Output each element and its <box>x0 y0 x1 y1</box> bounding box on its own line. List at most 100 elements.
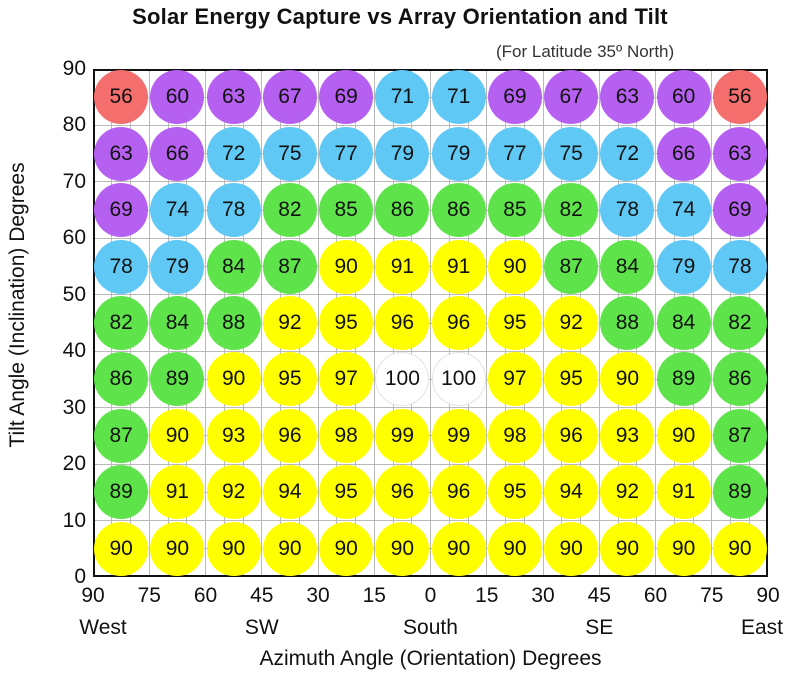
chart-title: Solar Energy Capture vs Array Orientatio… <box>132 4 668 29</box>
heatmap-cell: 84 <box>206 239 261 294</box>
heatmap-cell: 77 <box>319 126 374 181</box>
x-direction-label: East <box>740 616 784 639</box>
heatmap-cell: 95 <box>319 296 374 350</box>
heatmap-cell: 82 <box>262 183 317 238</box>
heatmap-cell: 90 <box>544 521 599 576</box>
heatmap-cell: 69 <box>94 183 149 238</box>
heatmap-cell: 90 <box>319 239 374 294</box>
grid-line-horizontal <box>95 350 766 352</box>
y-tick-label: 0 <box>74 565 86 588</box>
heatmap-cell: 85 <box>319 183 374 238</box>
heatmap-cell: 79 <box>656 239 711 294</box>
y-tick-label: 50 <box>62 282 86 306</box>
y-tick-label: 10 <box>62 508 86 532</box>
heatmap-cell: 90 <box>150 408 205 463</box>
heatmap-cell: 79 <box>431 126 486 181</box>
heatmap-cell: 90 <box>487 521 542 576</box>
heatmap-cell: 91 <box>431 239 486 294</box>
heatmap-cell: 96 <box>544 408 599 463</box>
heatmap-cell: 92 <box>262 296 317 350</box>
heatmap-cell: 89 <box>150 352 205 407</box>
heatmap-cell: 69 <box>712 183 767 238</box>
y-axis-label: Tilt Angle (Inclination) Degrees <box>6 162 29 448</box>
x-direction-label: SE <box>585 616 614 639</box>
heatmap-cell: 72 <box>206 126 261 181</box>
x-tick-label: 45 <box>250 584 274 607</box>
heatmap-cell: 94 <box>544 465 599 520</box>
heatmap-cell: 90 <box>600 521 655 576</box>
heatmap-cell: 96 <box>375 465 430 520</box>
heatmap-cell: 79 <box>375 126 430 181</box>
heatmap-cell: 88 <box>206 296 261 350</box>
plot-area: 56 60 63 67 69 71 71 69 67 63 60 56 63 66 72 75 77 79 79 77… <box>93 69 768 577</box>
grid-line-horizontal <box>95 294 766 296</box>
heatmap-cell: 60 <box>656 70 711 125</box>
heatmap-cell: 74 <box>150 183 205 238</box>
grid-line-horizontal <box>95 378 766 380</box>
y-tick-label: 90 <box>62 57 86 80</box>
x-tick-label: 60 <box>193 584 218 607</box>
heatmap-cell: 90 <box>431 521 486 576</box>
heatmap-cell: 96 <box>431 296 486 350</box>
heatmap-cell: 89 <box>712 465 767 520</box>
heatmap-cell: 60 <box>150 70 205 125</box>
heatmap-cell: 100 <box>431 352 486 407</box>
heatmap-cell: 84 <box>600 239 655 294</box>
heatmap-cell: 90 <box>656 408 711 463</box>
x-direction-label: West <box>79 616 127 639</box>
heatmap-cell: 90 <box>206 352 261 407</box>
x-tick-label: 60 <box>643 584 668 607</box>
y-tick-label: 30 <box>62 395 86 419</box>
grid-line-horizontal <box>95 491 766 493</box>
heatmap-cell: 66 <box>150 126 205 181</box>
x-axis-label: Azimuth Angle (Orientation) Degrees <box>259 647 602 670</box>
heatmap-cell: 63 <box>206 70 261 125</box>
heatmap-cell: 85 <box>487 183 542 238</box>
heatmap-cell: 79 <box>150 239 205 294</box>
heatmap-cell: 93 <box>600 408 655 463</box>
grid-line-horizontal <box>95 237 766 239</box>
heatmap-cell: 93 <box>206 408 261 463</box>
heatmap-cell: 99 <box>431 408 486 463</box>
x-direction-label: South <box>403 616 458 639</box>
heatmap-cell: 95 <box>262 352 317 407</box>
heatmap-cell: 87 <box>544 239 599 294</box>
heatmap-cell: 91 <box>150 465 205 520</box>
grid-line-horizontal <box>95 548 766 550</box>
heatmap-cell: 78 <box>206 183 261 238</box>
heatmap-cell: 63 <box>94 126 149 181</box>
y-tick-label: 40 <box>62 339 86 363</box>
heatmap-cell: 86 <box>94 352 149 407</box>
heatmap-cell: 91 <box>656 465 711 520</box>
heatmap-cell: 77 <box>487 126 542 181</box>
x-tick-label: 15 <box>475 584 499 607</box>
heatmap-cell: 90 <box>206 521 261 576</box>
y-tick-label: 60 <box>62 226 86 250</box>
heatmap-cell: 86 <box>431 183 486 238</box>
grid-line-horizontal <box>95 96 766 98</box>
heatmap-cell: 90 <box>94 521 149 576</box>
heatmap-cell: 95 <box>319 465 374 520</box>
heatmap-cell: 78 <box>712 239 767 294</box>
x-tick-label: 75 <box>137 584 161 607</box>
heatmap-cell: 92 <box>600 465 655 520</box>
heatmap-cell: 72 <box>600 126 655 181</box>
grid-line-horizontal <box>95 209 766 211</box>
heatmap-cell: 78 <box>600 183 655 238</box>
grid-line-horizontal <box>95 407 766 409</box>
heatmap-cell: 63 <box>600 70 655 125</box>
heatmap-cell: 86 <box>712 352 767 407</box>
heatmap-cell: 84 <box>150 296 205 350</box>
heatmap-cell: 56 <box>712 70 767 125</box>
x-tick-label: 90 <box>81 584 105 607</box>
x-tick-label: 30 <box>531 584 555 607</box>
heatmap-cell: 74 <box>656 183 711 238</box>
heatmap-cell: 63 <box>712 126 767 181</box>
heatmap-cell: 96 <box>375 296 430 350</box>
heatmap-cell: 71 <box>431 70 486 125</box>
heatmap-cell: 82 <box>544 183 599 238</box>
heatmap-cell: 92 <box>206 465 261 520</box>
grid-line-horizontal <box>95 322 766 324</box>
heatmap-cell: 82 <box>712 296 767 350</box>
heatmap-cell: 92 <box>544 296 599 350</box>
